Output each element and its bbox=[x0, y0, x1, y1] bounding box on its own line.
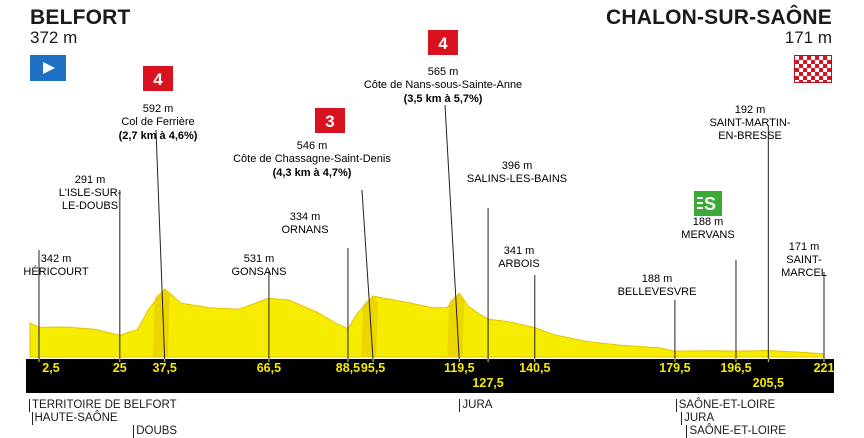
km-marker-5: 88,5 bbox=[336, 361, 360, 375]
finish-altitude: 171 m bbox=[784, 28, 832, 47]
climb-name-2: Côte de Chassagne-Saint-Denis bbox=[233, 153, 391, 165]
climb-line-1 bbox=[155, 129, 166, 362]
km-marker-2: 25 bbox=[113, 361, 127, 375]
km-marker-10: 179,5 bbox=[659, 361, 690, 375]
place-name-4-1: ORNANS bbox=[281, 224, 328, 236]
sprint-label: S bbox=[704, 194, 716, 214]
place-altitude-1: 342 m bbox=[41, 253, 72, 265]
km-marker-6: 95,5 bbox=[361, 361, 385, 375]
place-name-9-2: EN-BRESSE bbox=[718, 130, 782, 142]
department-label-6: JURA bbox=[681, 412, 714, 425]
department-label-4: JURA bbox=[459, 399, 492, 412]
place-name-6-1: ARBOIS bbox=[498, 258, 540, 270]
climb-details-2: (4,3 km à 4,7%) bbox=[273, 167, 352, 179]
place-altitude-5: 396 m bbox=[502, 160, 533, 172]
climb-details-3: (3,5 km à 5,7%) bbox=[404, 93, 483, 105]
department-label-1: TERRITOIRE DE BELFORT bbox=[29, 399, 177, 412]
climb-slope-1 bbox=[152, 288, 170, 357]
department-label-2: HAUTE-SAÔNE bbox=[31, 412, 118, 425]
climb-name-3: Côte de Nans-sous-Sainte-Anne bbox=[364, 79, 522, 91]
km-marker-9: 140,5 bbox=[519, 361, 550, 375]
km-marker-7: 119,5 bbox=[444, 361, 475, 375]
finish-city: CHALON-SUR-SAÔNE bbox=[605, 6, 832, 29]
place-name-9-1: SAINT-MARTIN- bbox=[709, 117, 790, 129]
climb-category-2: 3 bbox=[325, 112, 334, 131]
km-marker-13: 221 bbox=[814, 361, 835, 375]
department-label-7: SAÔNE-ET-LOIRE bbox=[686, 425, 786, 438]
climb-name-1: Col de Ferrière bbox=[121, 116, 194, 128]
climb-slope-2 bbox=[361, 296, 379, 357]
km-marker-1: 2,5 bbox=[42, 361, 59, 375]
climb-altitude-2: 546 m bbox=[297, 140, 328, 152]
place-name-2-2: LE-DOUBS bbox=[62, 200, 118, 212]
climb-altitude-1: 592 m bbox=[143, 103, 174, 115]
place-altitude-10: 171 m bbox=[789, 241, 820, 253]
start-altitude: 372 m bbox=[30, 28, 78, 47]
place-altitude-6: 341 m bbox=[504, 245, 535, 257]
climb-category-icon-3 bbox=[428, 30, 458, 55]
place-name-5-1: SALINS-LES-BAINS bbox=[467, 173, 567, 185]
climb-category-icon-1 bbox=[143, 66, 173, 91]
finish-flag-icon bbox=[794, 55, 832, 83]
place-name-3-1: GONSANS bbox=[231, 266, 286, 278]
climb-altitude-3: 565 m bbox=[428, 66, 459, 78]
climb-line-3 bbox=[444, 104, 460, 362]
km-marker-11: 196,5 bbox=[720, 361, 751, 375]
km-marker-3: 37,5 bbox=[153, 361, 177, 375]
department-label-3: DOUBS bbox=[133, 425, 177, 438]
km-marker-8: 127,5 bbox=[472, 376, 503, 390]
km-marker-12: 205,5 bbox=[753, 376, 784, 390]
department-label-5: SAÔNE-ET-LOIRE bbox=[675, 399, 775, 412]
climb-category-1: 4 bbox=[153, 70, 163, 89]
climb-line-2 bbox=[361, 189, 374, 362]
climb-category-icon-2 bbox=[315, 108, 345, 133]
place-altitude-2: 291 m bbox=[75, 174, 106, 186]
place-altitude-3: 531 m bbox=[244, 253, 275, 265]
place-altitude-9: 192 m bbox=[735, 104, 766, 116]
place-name-10-1: SAINT- bbox=[786, 254, 822, 266]
climb-slope-3 bbox=[447, 293, 465, 357]
place-name-10-2: MARCEL bbox=[781, 267, 827, 279]
place-altitude-7: 188 m bbox=[642, 273, 673, 285]
climb-category-3: 4 bbox=[438, 34, 448, 53]
place-name-1-1: HÉRICOURT bbox=[23, 265, 88, 278]
km-band bbox=[26, 359, 834, 393]
place-name-8-1: MERVANS bbox=[681, 229, 734, 241]
km-marker-4: 66,5 bbox=[257, 361, 281, 375]
place-name-2-1: L'ISLE-SUR- bbox=[59, 187, 122, 199]
start-city: BELFORT bbox=[30, 6, 131, 29]
start-flag-icon bbox=[30, 55, 66, 81]
climb-details-1: (2,7 km à 4,6%) bbox=[119, 130, 198, 142]
profile-area bbox=[29, 288, 825, 358]
place-altitude-8: 188 m bbox=[693, 216, 724, 228]
place-altitude-4: 334 m bbox=[290, 211, 321, 223]
place-name-7-1: BELLEVESVRE bbox=[618, 286, 697, 298]
